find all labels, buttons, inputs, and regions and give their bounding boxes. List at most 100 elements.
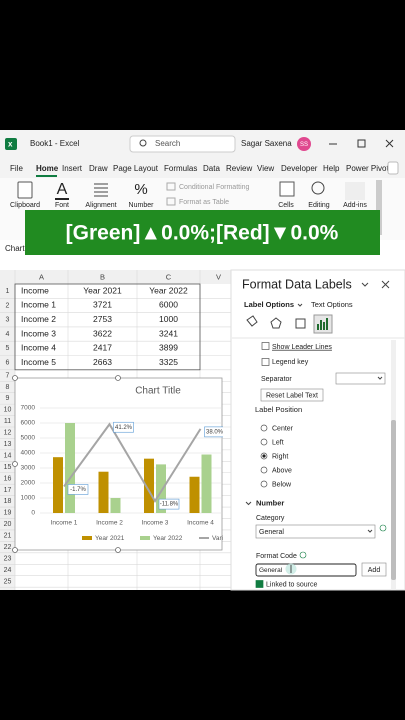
column-header: B (100, 272, 105, 281)
tabs-more[interactable] (387, 161, 399, 175)
close[interactable] (385, 139, 394, 148)
chart-handle[interactable] (115, 375, 121, 381)
number-icon: % (134, 181, 147, 198)
ribbon-tab[interactable]: Page Layout (113, 164, 159, 173)
row-header: 1 (6, 288, 10, 295)
cell: 3721 (93, 300, 112, 310)
pane-scroll-thumb[interactable] (391, 420, 396, 580)
ribbon-tab[interactable]: Developer (281, 164, 318, 173)
ribbon-tab[interactable]: Insert (62, 164, 83, 173)
cell: Income 2 (21, 314, 56, 324)
search-icon (139, 139, 147, 147)
ribbon-tab[interactable]: Home (36, 164, 59, 173)
format-code-input[interactable] (255, 563, 357, 577)
ribbon-group-label[interactable]: Add-ins (343, 202, 367, 209)
ribbon-tab[interactable]: View (257, 164, 274, 173)
row-header: 7 (6, 372, 10, 379)
style-button[interactable]: Format as Table (179, 199, 229, 206)
avatar[interactable] (297, 137, 311, 151)
ribbon-tab[interactable]: Power Pivot (346, 164, 389, 173)
pane-close[interactable] (381, 280, 390, 289)
effects-icon[interactable] (270, 317, 282, 329)
data-label[interactable]: -1.7% (70, 487, 86, 493)
column-header: C (166, 272, 172, 281)
category-dropdown[interactable] (255, 524, 376, 539)
cell: 3325 (159, 357, 178, 367)
maximize[interactable] (357, 139, 366, 148)
radio-dot (262, 454, 266, 458)
row-header: 16 (4, 475, 12, 482)
data-label-box (113, 421, 134, 433)
row-header: 22 (4, 544, 12, 551)
data-label-box (204, 426, 223, 438)
add-button[interactable] (361, 562, 387, 577)
y-tick-label: 7000 (21, 405, 36, 412)
ribbon-group-label[interactable]: Number (129, 202, 155, 209)
row-header: 11 (4, 418, 11, 425)
ribbon-tab[interactable]: Draw (89, 164, 108, 173)
fill-icon[interactable] (246, 315, 258, 327)
chart-handle[interactable] (12, 547, 18, 553)
cell: Income 3 (21, 328, 56, 338)
addins-icon (345, 182, 365, 200)
ribbon-tab[interactable]: Formulas (164, 164, 197, 173)
chart-handle[interactable] (115, 547, 121, 553)
category-value: General (259, 529, 284, 536)
data-label[interactable]: -11.8% (160, 502, 179, 508)
ribbon-group-label[interactable]: Font (55, 202, 69, 209)
bar (201, 454, 212, 513)
separator-dropdown[interactable] (335, 372, 386, 385)
row-header: 18 (4, 498, 12, 505)
data-label[interactable]: 41.2% (115, 425, 133, 431)
checkbox[interactable] (261, 342, 270, 350)
clipboard-icon (17, 181, 33, 199)
radio[interactable] (260, 466, 268, 474)
ribbon-group-label[interactable]: Alignment (85, 202, 116, 209)
pane-menu[interactable] (361, 282, 369, 287)
pane-tab[interactable]: Label Options (244, 300, 294, 309)
chart-area[interactable] (14, 377, 223, 551)
radio[interactable] (260, 424, 268, 432)
row-header: 10 (4, 407, 12, 414)
alignment-icon (94, 183, 108, 197)
label-position: Label Position (255, 405, 302, 414)
ribbon-tab[interactable]: Help (323, 164, 340, 173)
size-icon[interactable] (295, 318, 306, 329)
ribbon-group-label[interactable]: Editing (308, 202, 330, 209)
search-box[interactable] (129, 135, 236, 153)
data-label-box (158, 498, 180, 510)
dropdown-caret (367, 529, 373, 533)
ribbon-group-label[interactable]: Clipboard (10, 202, 40, 209)
editing-icon (311, 181, 325, 195)
style-button[interactable]: Conditional Formatting (179, 184, 250, 191)
cell: 1000 (159, 314, 178, 324)
checkbox[interactable] (261, 358, 270, 366)
pane-tab[interactable]: Text Options (311, 300, 353, 309)
ribbon-tab[interactable]: Review (226, 164, 252, 173)
excel-icon (5, 138, 17, 150)
cell: 2663 (93, 357, 112, 367)
column-header: V (216, 272, 221, 281)
reset-button[interactable] (260, 388, 324, 402)
row-header: 5 (6, 345, 10, 352)
ribbon-tab[interactable]: File (10, 164, 23, 173)
radio[interactable] (260, 438, 268, 446)
data-label-box (67, 484, 89, 495)
row-header: 17 (4, 487, 12, 494)
y-tick-label: 0 (31, 510, 35, 517)
position-option: Right (272, 453, 288, 460)
number-section: Number (256, 498, 284, 507)
ribbon-group-label[interactable]: Cells (278, 202, 294, 209)
label-options-icon (317, 318, 328, 330)
legend-label: Year 2022 (153, 535, 183, 542)
checkbox[interactable] (255, 580, 264, 588)
ribbon-tab[interactable]: Data (203, 164, 220, 173)
radio[interactable] (260, 480, 268, 488)
table-border (14, 283, 201, 371)
app-title: Book1 - Excel (30, 139, 80, 148)
row-header: 19 (4, 510, 12, 517)
chart-handle[interactable] (12, 461, 18, 467)
data-label[interactable]: 38.0% (206, 429, 224, 435)
row-header: 21 (4, 533, 12, 540)
chart-handle[interactable] (12, 375, 18, 381)
